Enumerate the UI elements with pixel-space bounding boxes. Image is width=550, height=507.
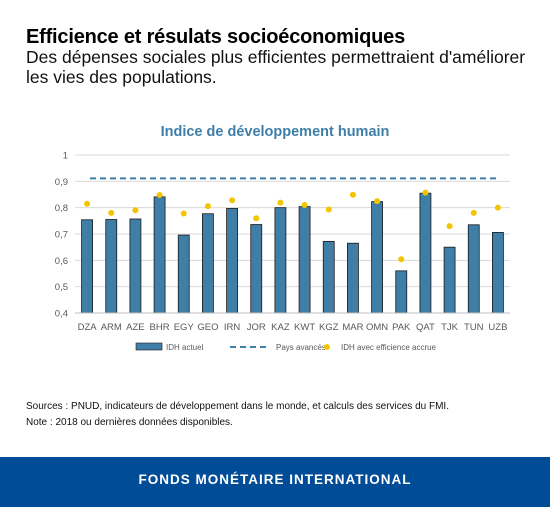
x-tick-label: ARM xyxy=(101,322,122,333)
x-tick-label: TJK xyxy=(441,322,459,333)
x-tick-label: PAK xyxy=(392,322,411,333)
x-tick-label: AZE xyxy=(126,322,144,333)
imf-footer: FONDS MONÉTAIRE INTERNATIONAL xyxy=(0,457,550,507)
bar-tjk xyxy=(443,246,456,314)
x-tick-label: KWT xyxy=(294,322,315,333)
bar-kaz xyxy=(274,207,287,314)
x-tick-label: JOR xyxy=(247,322,266,333)
legend-label-bar: IDH actuel xyxy=(166,343,204,352)
legend-swatch-dot xyxy=(324,344,330,350)
legend-label-line: Pays avancés xyxy=(276,343,326,352)
y-tick-label: 0,4 xyxy=(55,309,68,320)
bar-jor xyxy=(250,224,263,314)
page-title: Efficience et résulats socioéconomiques xyxy=(26,26,405,48)
bar-pak xyxy=(395,270,408,314)
dot-tjk xyxy=(446,223,453,230)
dot-kgz xyxy=(325,206,332,213)
y-tick-label: 0,7 xyxy=(55,230,68,241)
chart-notes: Sources : PNUD, indicateurs de développe… xyxy=(26,399,449,431)
y-tick-label: 0,9 xyxy=(55,177,68,188)
x-tick-label: QAT xyxy=(416,322,435,333)
dot-egy xyxy=(180,210,187,217)
bar-uzb xyxy=(492,232,504,314)
bar-arm xyxy=(105,219,118,314)
bar-egy xyxy=(177,234,190,314)
dot-geo xyxy=(204,203,211,210)
legend-swatch-bar xyxy=(135,342,163,351)
note-text: Note : 2018 ou dernières données disponi… xyxy=(26,417,233,428)
page-subtitle: Des dépenses sociales plus efficientes p… xyxy=(26,47,526,87)
dot-aze xyxy=(132,207,139,214)
chart-title: Indice de développement humain xyxy=(160,124,390,140)
bar-dza xyxy=(81,219,93,314)
bar-mar xyxy=(347,242,359,314)
bar-irn xyxy=(226,208,238,314)
bar-qat xyxy=(419,192,432,314)
y-tick-label: 1 xyxy=(63,151,68,162)
hdi-bar-chart: 0,4 0,5 0,6 0,7 0,8 0,9 1 DZA ARM AZE BHR EGY GEO IRN… xyxy=(55,151,510,352)
footer-text: FONDS MONÉTAIRE INTERNATIONAL xyxy=(138,472,412,487)
dot-kaz xyxy=(277,199,284,206)
dot-kwt xyxy=(301,202,308,209)
dot-irn xyxy=(229,197,236,204)
dot-bhr xyxy=(156,192,163,199)
x-tick-label: MAR xyxy=(342,322,363,333)
x-tick-label: EGY xyxy=(174,322,195,333)
bar-aze xyxy=(129,218,142,314)
dot-omn xyxy=(374,198,381,205)
x-tick-label: KGZ xyxy=(319,322,339,333)
x-tick-label: UZB xyxy=(488,322,507,333)
bar-geo xyxy=(202,213,214,314)
dot-dza xyxy=(84,200,91,207)
bar-tun xyxy=(467,224,480,314)
x-tick-label: GEO xyxy=(197,322,218,333)
bar-kgz xyxy=(322,240,335,314)
x-tick-label: TUN xyxy=(464,322,484,333)
x-tick-label: DZA xyxy=(78,322,98,333)
x-tick-label: KAZ xyxy=(271,322,290,333)
x-tick-label: BHR xyxy=(150,322,170,333)
dot-qat xyxy=(422,189,429,196)
y-tick-label: 0,6 xyxy=(55,256,68,267)
bar-kwt xyxy=(298,206,311,314)
dot-arm xyxy=(108,209,115,216)
dot-tun xyxy=(470,209,477,216)
sources-text: Sources : PNUD, indicateurs de développe… xyxy=(26,401,449,412)
bar-bhr xyxy=(153,196,166,314)
legend-label-dot: IDH avec efficience accrue xyxy=(341,343,437,352)
bar-omn xyxy=(371,201,383,314)
x-tick-label: IRN xyxy=(224,322,241,333)
y-tick-label: 0,5 xyxy=(55,282,68,293)
y-tick-label: 0,8 xyxy=(55,203,68,214)
dot-jor xyxy=(253,215,260,222)
dot-mar xyxy=(349,191,356,198)
x-tick-label: OMN xyxy=(366,322,388,333)
dot-uzb xyxy=(494,204,501,211)
dot-pak xyxy=(398,256,405,263)
